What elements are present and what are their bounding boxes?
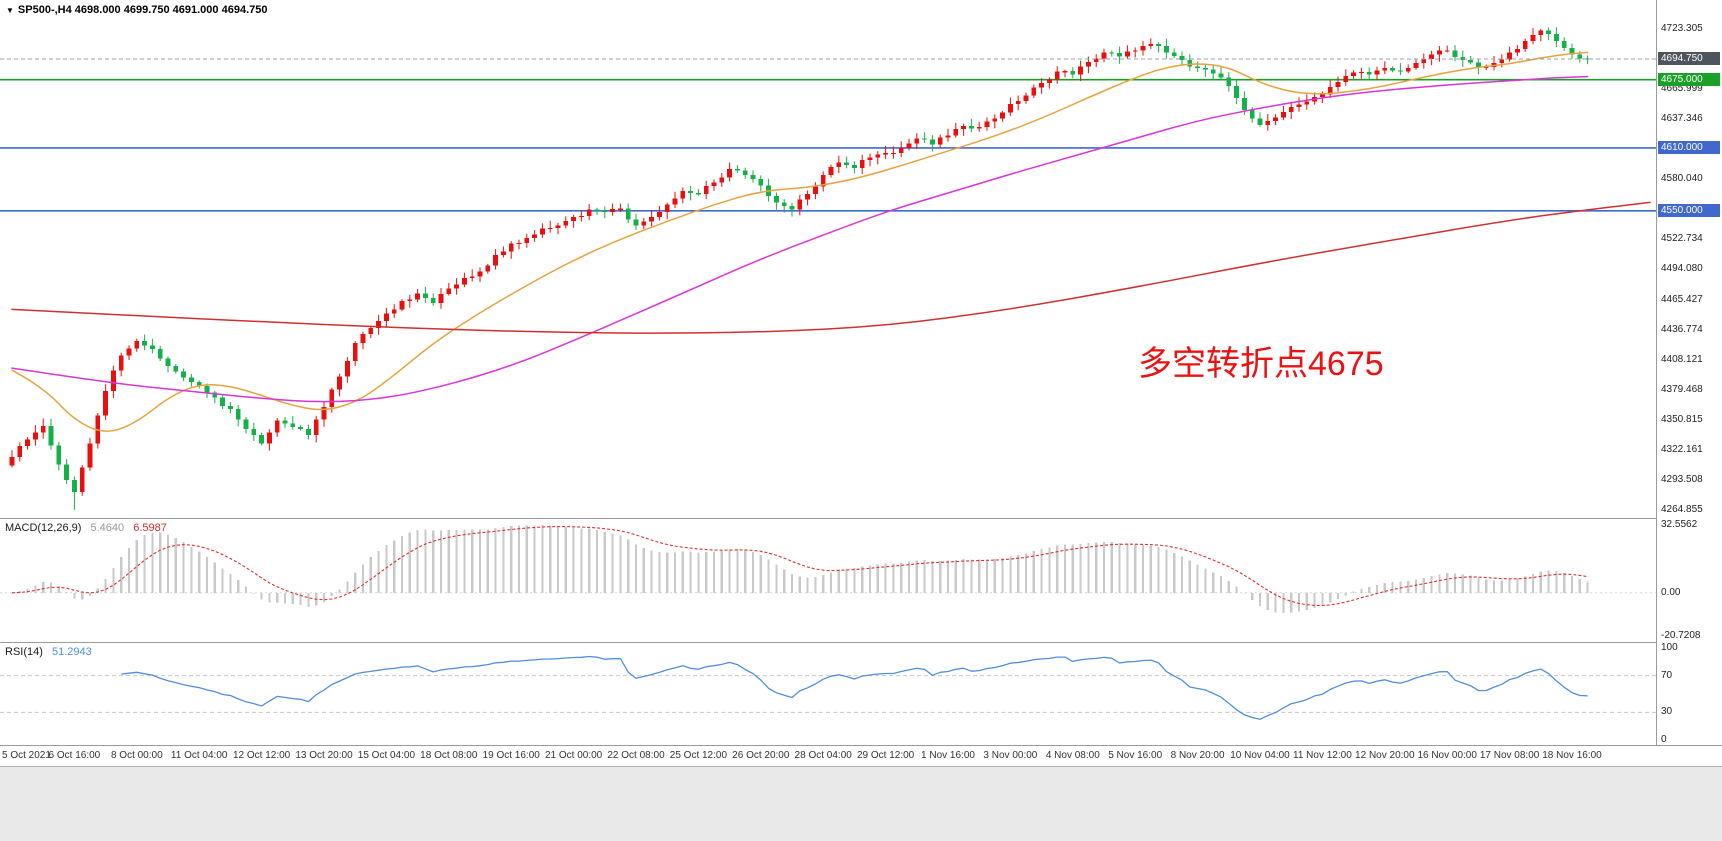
rsi-indicator-header: RSI(14) 51.2943 xyxy=(5,646,98,658)
panel-separator-macd-rsi[interactable] xyxy=(0,642,1722,643)
symbol-header: ▼ SP500-,H4 4698.000 4699.750 4691.000 4… xyxy=(6,4,267,16)
hline-4610-label: 4610.000 xyxy=(1658,140,1720,154)
time-label: 6 Oct 16:00 xyxy=(48,750,101,761)
time-label: 13 Oct 20:00 xyxy=(295,750,353,761)
panel-separator-main-macd[interactable] xyxy=(0,518,1722,519)
time-label: 17 Nov 08:00 xyxy=(1479,750,1540,761)
time-label: 12 Nov 20:00 xyxy=(1355,750,1415,761)
price-tick-label: 4379.468 xyxy=(1661,383,1703,395)
macd-axis-label: 32.5562 xyxy=(1661,519,1698,530)
price-tick-label: 4436.774 xyxy=(1661,323,1703,335)
time-label: 5 Nov 16:00 xyxy=(1108,750,1163,761)
price-tick-label: 4522.734 xyxy=(1661,233,1703,245)
price-tick-label: 4350.815 xyxy=(1661,413,1703,425)
macd-axis-label: -20.7208 xyxy=(1661,630,1701,641)
price-tick-label: 4264.855 xyxy=(1661,503,1703,515)
macd-title: MACD(12,26,9) xyxy=(5,522,82,534)
time-label: 26 Oct 20:00 xyxy=(732,750,790,761)
time-label: 25 Oct 12:00 xyxy=(669,750,728,761)
time-label: 12 Oct 12:00 xyxy=(232,750,291,761)
price-tick-label: 4465.427 xyxy=(1661,293,1703,305)
time-label: 1 Nov 16:00 xyxy=(921,750,975,761)
time-label: 3 Nov 00:00 xyxy=(983,750,1038,761)
time-axis[interactable]: 5 Oct 2021 6 Oct 16:00 8 Oct 00:00 11 Oct 0… xyxy=(0,745,1722,766)
time-label: 22 Oct 08:00 xyxy=(607,750,665,761)
time-label: 18 Nov 16:00 xyxy=(1542,750,1602,761)
time-label: 11 Nov 12:00 xyxy=(1293,750,1352,761)
rsi-axis-label: 30 xyxy=(1661,706,1673,718)
hline-4675-label: 4675.000 xyxy=(1658,72,1720,86)
macd-axis-label: 0.00 xyxy=(1661,586,1681,598)
price-tick-label: 4665.999 xyxy=(1661,83,1703,95)
rsi-title: RSI(14) xyxy=(5,646,43,658)
price-tick-label: 4637.346 xyxy=(1661,113,1703,125)
time-label: 21 Oct 00:00 xyxy=(544,750,603,761)
rsi-value: 51.2943 xyxy=(51,646,92,658)
time-label: 18 Oct 08:00 xyxy=(420,750,478,761)
macd-signal-value: 6.5987 xyxy=(133,522,167,534)
rsi-axis-label: 0 xyxy=(1661,734,1667,745)
right-price-scale[interactable]: 4723.305 4665.999 4637.346 4580.040 4522.734… xyxy=(1656,0,1722,766)
time-label: 19 Oct 16:00 xyxy=(482,750,540,761)
price-tick-label: 4293.508 xyxy=(1661,473,1703,485)
price-tick-label: 4723.305 xyxy=(1661,23,1703,34)
time-label: 29 Oct 12:00 xyxy=(856,750,915,761)
collapse-ohlc-icon[interactable]: ▼ xyxy=(6,5,14,15)
time-label: 11 Oct 04:00 xyxy=(170,750,228,761)
macd-indicator-header: MACD(12,26,9) 5.4640 6.5987 xyxy=(5,522,173,534)
time-label: 8 Nov 20:00 xyxy=(1170,750,1225,761)
price-tick-label: 4494.080 xyxy=(1661,263,1703,275)
price-tick-label: 4322.161 xyxy=(1661,443,1703,455)
rsi-axis-label: 100 xyxy=(1661,642,1678,653)
time-label: 15 Oct 04:00 xyxy=(357,750,416,761)
time-label: 4 Nov 08:00 xyxy=(1045,750,1100,761)
time-label: 8 Oct 00:00 xyxy=(110,750,163,761)
window-bottom-strip xyxy=(0,766,1722,841)
time-label: 16 Nov 00:00 xyxy=(1417,750,1477,761)
current-price-label: 4694.750 xyxy=(1658,52,1720,65)
text-annotation[interactable]: 多空转折点4675 xyxy=(1138,345,1384,383)
time-label: 28 Oct 04:00 xyxy=(794,750,852,761)
time-label: 5 Oct 2021 xyxy=(2,750,51,761)
time-label: 10 Nov 04:00 xyxy=(1230,750,1290,761)
price-tick-label: 4408.121 xyxy=(1661,353,1703,365)
symbol-ohlc-title: SP500-,H4 4698.000 4699.750 4691.000 469… xyxy=(17,4,268,16)
hline-4550-label: 4550.000 xyxy=(1658,203,1720,217)
macd-main-value: 5.4640 xyxy=(90,522,125,534)
price-tick-label: 4580.040 xyxy=(1661,173,1703,185)
rsi-axis-label: 70 xyxy=(1661,669,1673,681)
